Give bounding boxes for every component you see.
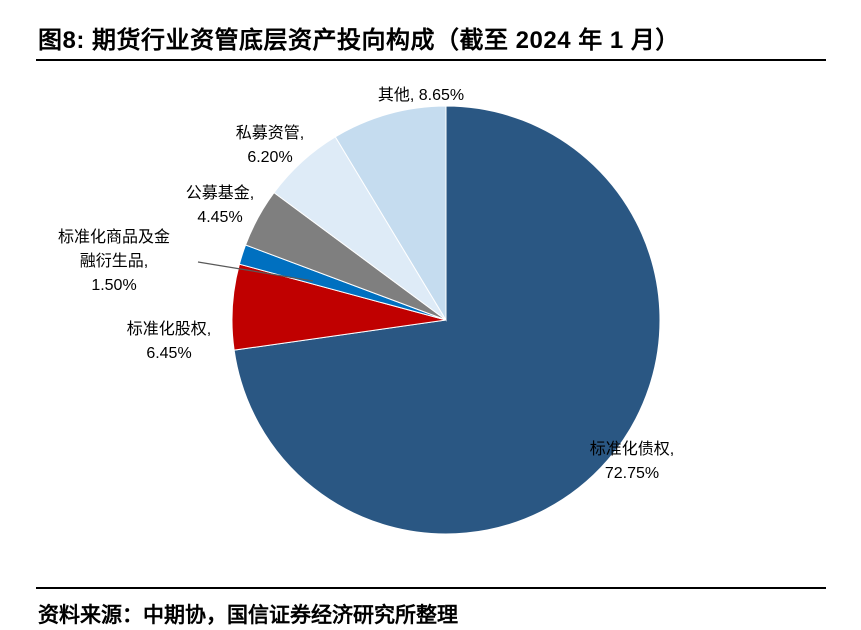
pie-chart-canvas [197,105,661,535]
leader-line-commodity [197,261,314,282]
slice-label-commodity-derivatives: 标准化商品及金 融衍生品, 1.50% [57,229,170,294]
top-divider [36,59,826,61]
pie-slice-debt [233,105,661,535]
pie-slices [231,105,661,535]
pie-slice-other [334,105,447,322]
slice-label-private-am: 私募资管, 6.20% [235,125,305,166]
source-note: 资料来源：中期协，国信证券经济研究所整理 [38,604,458,627]
slice-label-equity: 标准化股权, 6.45% [126,321,212,362]
slice-label-other: 其他, 8.65% [377,87,465,104]
figure-title: 图8: 期货行业资管底层资产投向构成（截至 2024 年 1 月） [38,27,680,54]
bottom-divider [36,587,826,589]
pie-chart: 其他, 8.65% 私募资管, 6.20% 公募基金, 4.45% 标准化商品及… [0,62,861,587]
slice-label-public-fund: 公募基金, 4.45% [185,185,255,226]
slice-label-debt: 标准化债权, 72.75% [589,441,675,482]
